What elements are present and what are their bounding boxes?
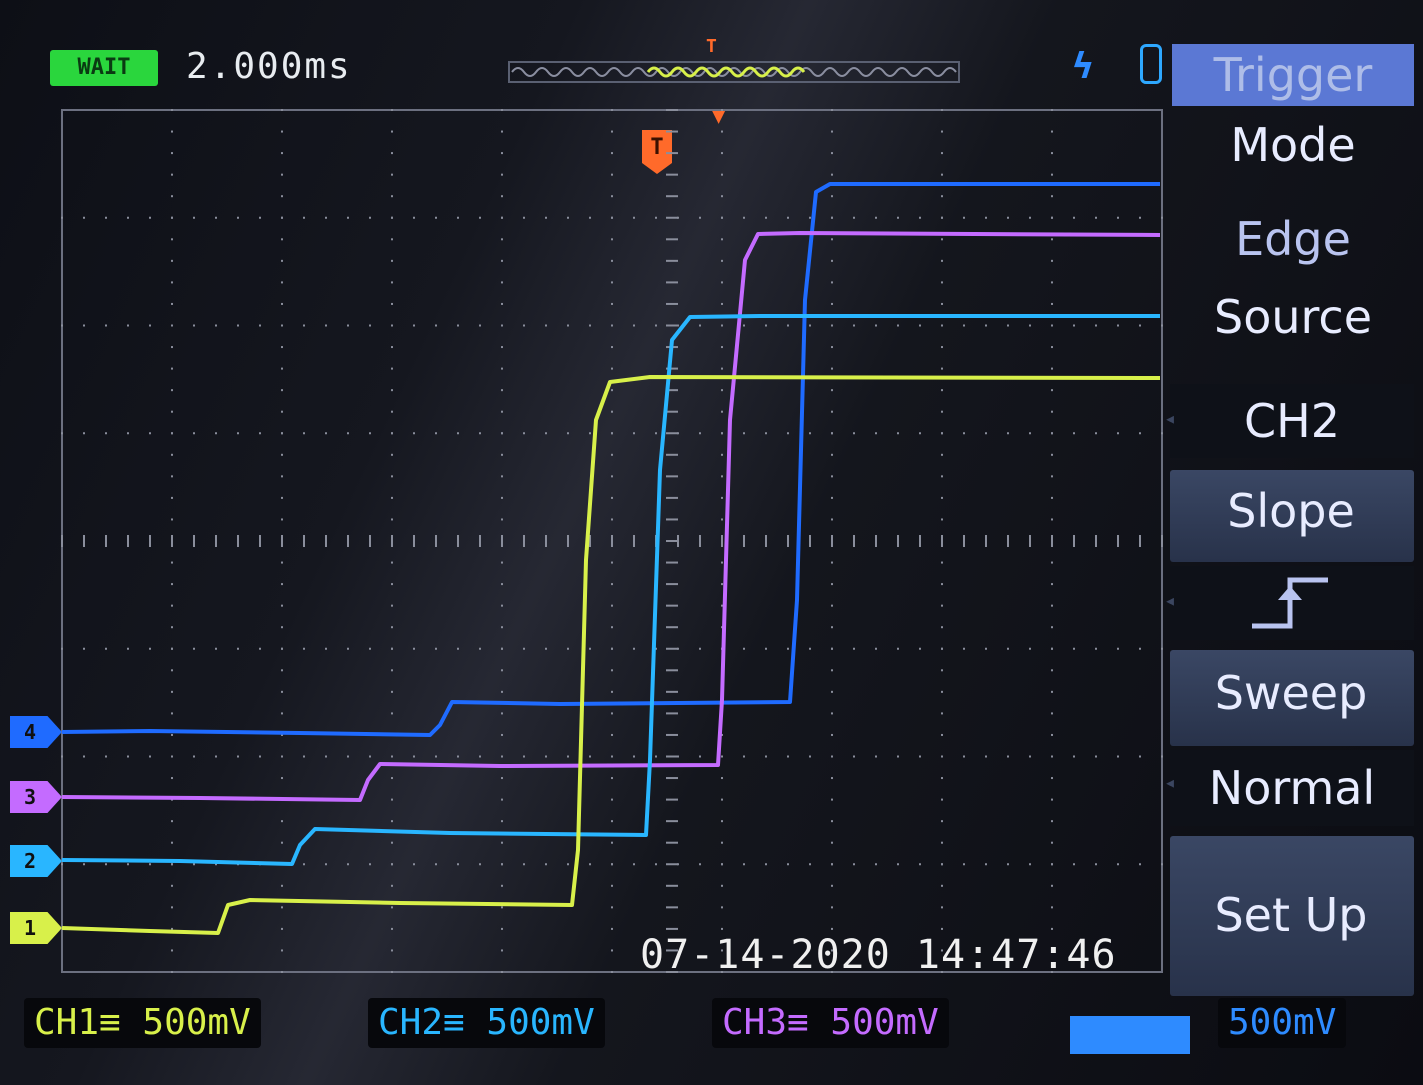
ch2-scale-label: CH2 — [378, 1002, 444, 1043]
trigger-level-marker[interactable]: T — [642, 130, 672, 174]
mode-value[interactable]: Edge — [1235, 212, 1351, 266]
ch1-scale-readout[interactable]: CH1≡ 500mV — [24, 998, 261, 1048]
ch4-scale-readout[interactable]: 500mV — [1218, 998, 1347, 1048]
sweep-button[interactable]: Sweep — [1170, 650, 1414, 746]
ch4-trace — [61, 182, 1160, 737]
ch4-scale-value: 500mV — [1228, 1002, 1337, 1043]
source-label: Source — [1214, 290, 1372, 344]
menu-title: Trigger — [1172, 44, 1414, 106]
ch2-scale-readout[interactable]: CH2≡ 500mV — [368, 998, 605, 1048]
memory-position-bar — [508, 61, 960, 83]
ch2-coupling-icon: ≡ — [443, 1002, 465, 1043]
slope-value[interactable] — [1170, 566, 1414, 640]
slope-button[interactable]: Slope — [1170, 470, 1414, 562]
source-value[interactable]: CH2 — [1170, 384, 1414, 458]
ch4-status-badge — [1070, 1016, 1190, 1054]
waveform-display — [61, 109, 1163, 973]
edge-trigger-icon: ϟ — [1072, 46, 1094, 87]
ch1-scale-label: CH1 — [34, 1002, 100, 1043]
sweep-label: Sweep — [1214, 666, 1368, 720]
trigger-menu: Trigger Mode Edge Source CH2 ◂ Slope ◂ S… — [1164, 40, 1418, 1000]
setup-label: Set Up — [1214, 888, 1368, 942]
run-status-badge: WAIT — [50, 50, 158, 86]
ch1-scale-value: 500mV — [142, 1002, 251, 1043]
sweep-value[interactable]: Normal — [1170, 750, 1414, 826]
sweep-arrow-icon: ◂ — [1164, 770, 1177, 794]
slope-label: Slope — [1227, 484, 1355, 538]
ch3-coupling-icon: ≡ — [787, 1002, 809, 1043]
ch2-scale-value: 500mV — [486, 1002, 595, 1043]
mode-label: Mode — [1230, 118, 1356, 172]
ch1-coupling-icon: ≡ — [99, 1002, 121, 1043]
ch3-scale-readout[interactable]: CH3≡ 500mV — [712, 998, 949, 1048]
timebase-readout: 2.000ms — [186, 46, 352, 87]
source-arrow-icon: ◂ — [1164, 406, 1177, 430]
slope-arrow-icon: ◂ — [1164, 588, 1177, 612]
ch1-trace — [61, 375, 1161, 935]
ch2-trace — [61, 314, 1160, 866]
ch3-trace — [61, 231, 1161, 802]
usb-icon — [1140, 44, 1162, 84]
setup-button[interactable]: Set Up — [1170, 836, 1414, 996]
rising-slope-icon — [1252, 577, 1328, 629]
timestamp: 07-14-2020 14:47:46 — [640, 932, 1117, 978]
ch3-scale-value: 500mV — [830, 1002, 939, 1043]
ch3-scale-label: CH3 — [722, 1002, 788, 1043]
graticule — [61, 109, 1163, 973]
trigger-memory-marker: T — [706, 36, 717, 57]
